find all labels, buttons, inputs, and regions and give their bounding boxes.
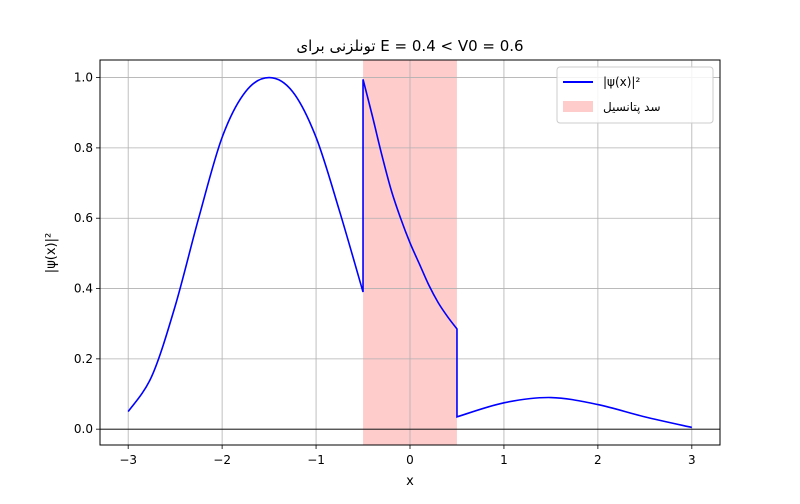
x-tick-label: −3 bbox=[119, 453, 137, 467]
x-tick-label: 2 bbox=[594, 453, 602, 467]
series-line-wavefunction bbox=[127, 76, 692, 429]
y-tick-label: 0.2 bbox=[74, 352, 93, 366]
legend-label-wavefunction: |ψ(x)|² bbox=[603, 75, 640, 89]
x-tick-label: 0 bbox=[406, 453, 414, 467]
x-tick-label: 3 bbox=[688, 453, 696, 467]
x-axis: −3 −2 −1 0 1 2 3 bbox=[119, 445, 696, 467]
x-tick-label: −1 bbox=[307, 453, 325, 467]
x-axis-label: x bbox=[406, 474, 414, 489]
y-tick-label: 0.0 bbox=[74, 422, 93, 436]
y-tick-label: 0.6 bbox=[74, 211, 93, 225]
y-axis: 0.0 0.2 0.4 0.6 0.8 1.0 bbox=[74, 71, 100, 436]
y-axis-label: |ψ(x)|² bbox=[44, 233, 59, 273]
chart-title: تونلزنی برای E = 0.4 < V0 = 0.6 bbox=[296, 37, 523, 55]
x-tick-label: −2 bbox=[213, 453, 231, 467]
y-tick-label: 1.0 bbox=[74, 71, 93, 85]
x-tick-label: 1 bbox=[500, 453, 508, 467]
series-layer bbox=[127, 76, 692, 429]
y-tick-label: 0.8 bbox=[74, 141, 93, 155]
legend-label-barrier: سد پتانسیل bbox=[603, 100, 661, 114]
legend-box bbox=[556, 66, 714, 124]
legend: |ψ(x)|² سد پتانسیل bbox=[556, 66, 714, 124]
legend-patch-swatch bbox=[563, 101, 593, 112]
y-tick-label: 0.4 bbox=[74, 282, 93, 296]
